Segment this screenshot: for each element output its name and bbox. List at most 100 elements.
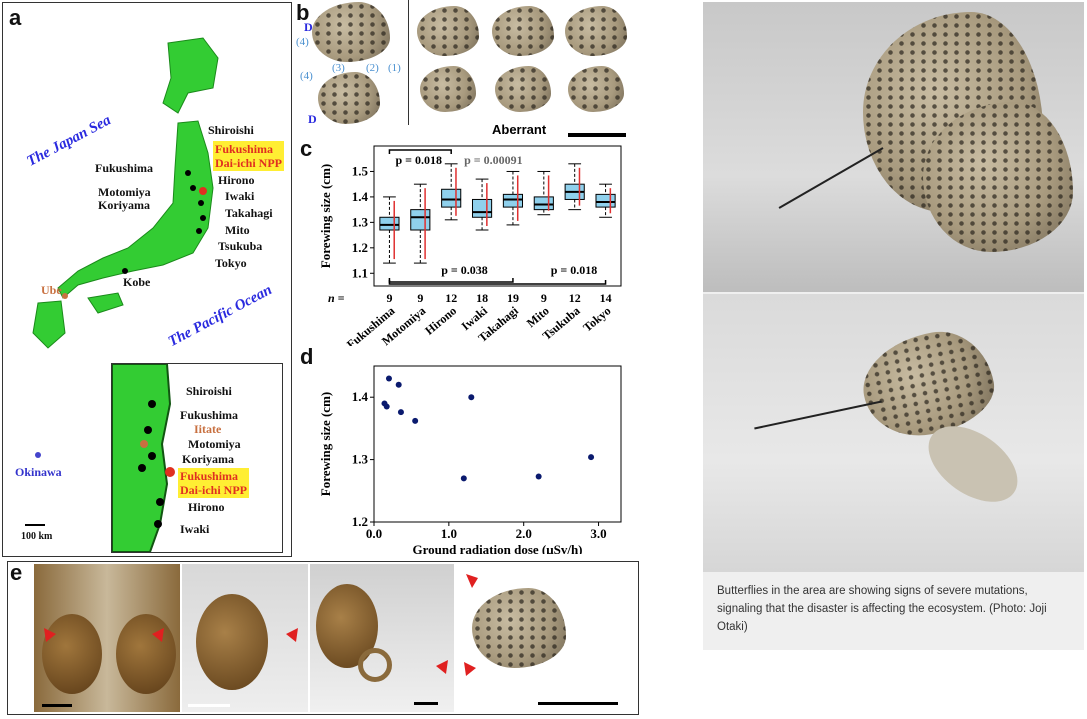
y-axis-label: Forewing size (cm): [318, 392, 333, 496]
panel-c-letter: c: [300, 136, 313, 161]
n-value: 19: [507, 291, 519, 305]
wing-aberrant-5: [495, 66, 551, 112]
scatter-point: [468, 394, 475, 401]
inset-site-shiroishi: Shiroishi: [186, 384, 232, 398]
y-tick-label: 1.2: [352, 514, 368, 529]
map-site-mito: Mito: [225, 223, 250, 237]
bracket-bottom-left: [388, 278, 514, 283]
y-tick-label: 1.5: [352, 163, 369, 178]
map-site-okinawa: Okinawa: [15, 465, 62, 479]
inset-npp-line2: Dai-ichi NPP: [180, 483, 247, 497]
panel-b-letter: b: [296, 0, 310, 25]
map-site-koriyama: Koriyama: [98, 198, 150, 212]
butterfly-aberrant-wing: [855, 323, 1001, 445]
eye-left: [42, 614, 102, 694]
wing-aberrant-1: [417, 6, 479, 56]
map-site-ube: Ube: [41, 283, 62, 297]
panel-a-letter: a: [9, 5, 22, 30]
panel-b-divider: [408, 0, 409, 125]
x-axis-label: Ground radiation dose (μSv/h): [412, 542, 582, 554]
n-value: 18: [476, 291, 488, 305]
scale-label: 100 km: [21, 531, 53, 542]
plot-frame: [373, 365, 622, 523]
panel-b: b D (4) (4) (3) (2) (1) D Aberrant: [292, 0, 640, 140]
panel-a: a The Japan Sea The Pacific Ocean Shiroi…: [2, 2, 292, 557]
scale-bar-e2: [188, 704, 230, 707]
scatter-point: [412, 417, 419, 424]
map-site-tsukuba: Tsukuba: [218, 239, 263, 253]
inset-npp-label: Fukushima Dai-ichi NPP: [178, 468, 249, 498]
right-photo-card: Butterflies in the area are showing sign…: [703, 2, 1084, 650]
wing-label-4a: (4): [296, 36, 309, 48]
wing-aberrant-2: [492, 6, 554, 56]
antenna-normal: [778, 147, 884, 209]
japan-map: [25, 37, 219, 526]
whole-butterfly-wing: [472, 588, 566, 668]
y-tick-label: 1.3: [352, 214, 369, 229]
inset-site-fukushima: Fukushima: [180, 408, 239, 422]
y-tick-label: 1.4: [352, 189, 369, 204]
map-site-motomiya: Motomiya: [98, 185, 151, 199]
box: [595, 193, 616, 208]
x-tick-label: 2.0: [516, 526, 532, 541]
wing-label-2: (2): [366, 62, 379, 74]
scatter-point: [383, 403, 390, 410]
wing-label-3: (3): [332, 62, 345, 74]
n-value: 12: [569, 291, 581, 305]
photo-butterfly-aberrant: [703, 294, 1084, 572]
x-tick-label: 3.0: [590, 526, 606, 541]
scatter-point: [385, 375, 392, 382]
y-tick-label: 1.4: [352, 389, 369, 404]
map-site-fukushima: Fukushima: [95, 161, 154, 175]
scale-bar-e3: [414, 702, 438, 705]
pvalue-1: p = 0.018: [395, 153, 442, 167]
photo-caption: Butterflies in the area are showing sign…: [717, 585, 1047, 633]
y-axis-label: Forewing size (cm): [318, 164, 333, 268]
pvalue-4: p = 0.018: [551, 263, 598, 277]
x-tick-label: Hirono: [422, 304, 459, 338]
map-site-tokyo: Tokyo: [215, 256, 247, 270]
photo-eye-side: [182, 564, 308, 712]
scatter-point: [460, 475, 467, 482]
wing-label-1: (1): [388, 62, 401, 74]
photo-butterfly-normal: [703, 2, 1084, 292]
n-label: n =: [328, 291, 345, 305]
butterfly-normal-hindwing: [923, 102, 1073, 252]
bracket-bottom-full: [388, 280, 607, 285]
n-value: 14: [600, 291, 612, 305]
inset-site-koriyama: Koriyama: [182, 452, 234, 466]
eye-right: [116, 614, 176, 694]
npp-label-line1: Fukushima: [215, 142, 274, 156]
scale-bar-e1: [42, 704, 72, 707]
scatter-point: [535, 473, 542, 480]
inset-site-hirono: Hirono: [188, 500, 225, 514]
box: [379, 216, 400, 231]
box: [533, 196, 554, 211]
map-site-kobe: Kobe: [123, 275, 151, 289]
box: [410, 209, 431, 231]
panel-e: e: [7, 560, 639, 715]
pvalue-3: p = 0.038: [441, 263, 488, 277]
npp-label-line2: Dai-ichi NPP: [215, 156, 282, 170]
panel-d-letter: d: [300, 344, 314, 369]
scatter-point: [395, 381, 402, 388]
x-tick-label: 0.0: [366, 526, 382, 541]
wing-normal-hind: [318, 72, 380, 124]
photo-whole-butterfly: [456, 564, 636, 712]
n-value: 9: [541, 291, 547, 305]
antenna-aberrant: [754, 400, 882, 430]
box: [441, 188, 462, 208]
box: [502, 193, 524, 208]
wing-aberrant-6: [568, 66, 624, 112]
scatter-point: [588, 454, 595, 461]
plot-frame: [373, 145, 622, 287]
inset-site-iitate: Iitate: [194, 422, 222, 436]
proboscis-coil: [358, 648, 392, 682]
inset-npp-line1: Fukushima: [180, 469, 239, 483]
photo-proboscis: [310, 564, 454, 712]
y-tick-label: 1.3: [352, 452, 369, 467]
inset-site-iwaki: Iwaki: [180, 522, 210, 536]
n-value: 12: [445, 291, 457, 305]
y-tick-label: 1.2: [352, 240, 368, 255]
